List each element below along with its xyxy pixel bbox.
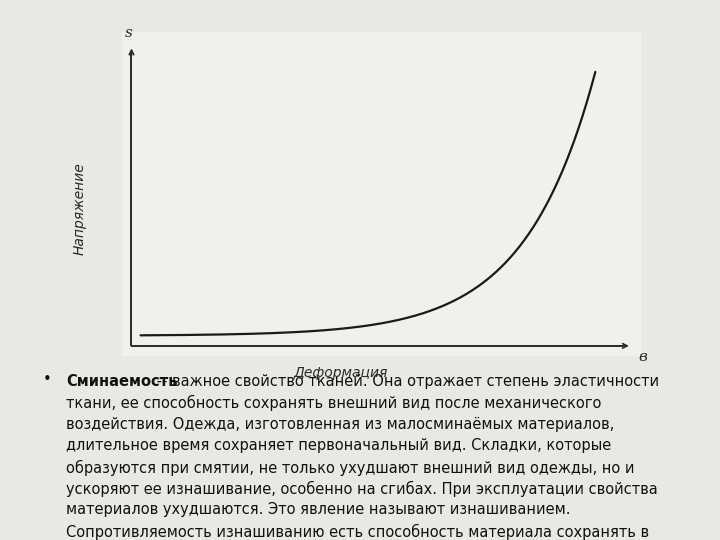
Text: Сопротивляемость изнашиванию есть способность материала сохранять в: Сопротивляемость изнашиванию есть способ… <box>66 524 649 540</box>
Text: Сминаемость: Сминаемость <box>66 374 178 389</box>
Text: воздействия. Одежда, изготовленная из малосминаёмых материалов,: воздействия. Одежда, изготовленная из ма… <box>66 417 614 432</box>
Text: в: в <box>639 350 647 364</box>
Text: ткани, ее способность сохранять внешний вид после механического: ткани, ее способность сохранять внешний … <box>66 395 601 411</box>
Text: s: s <box>125 26 133 40</box>
Text: материалов ухудшаются. Это явление называют изнашиванием.: материалов ухудшаются. Это явление назыв… <box>66 502 570 517</box>
Text: -- важное свойство тканей. Она отражает степень эластичности: -- важное свойство тканей. Она отражает … <box>152 374 659 389</box>
Text: длительное время сохраняет первоначальный вид. Складки, которые: длительное время сохраняет первоначальны… <box>66 438 611 453</box>
Text: Деформация: Деформация <box>294 366 388 380</box>
Text: ускоряют ее изнашивание, особенно на сгибах. При эксплуатации свойства: ускоряют ее изнашивание, особенно на сги… <box>66 481 658 497</box>
Text: Напряжение: Напряжение <box>72 163 86 255</box>
Text: образуются при смятии, не только ухудшают внешний вид одежды, но и: образуются при смятии, не только ухудшаю… <box>66 460 634 476</box>
Text: •: • <box>42 372 51 387</box>
